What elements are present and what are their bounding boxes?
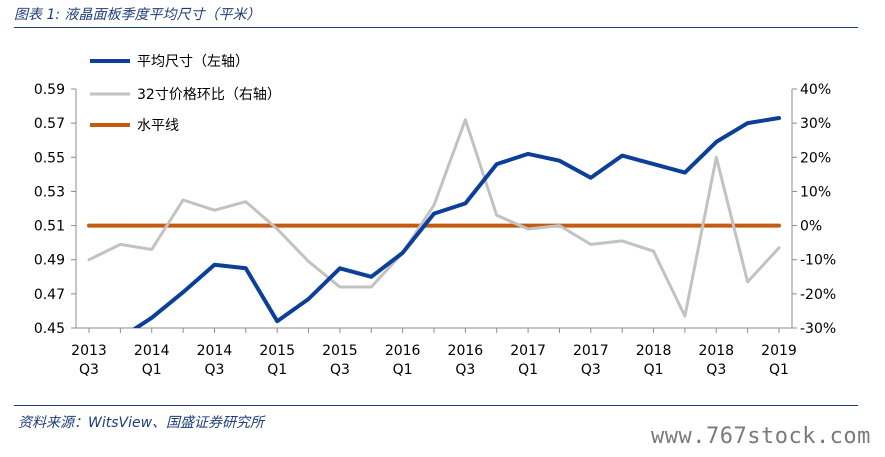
x-tick-year: 2016 — [448, 343, 484, 359]
legend-label-0: 平均尺寸（左轴） — [137, 54, 249, 70]
source-note: 资料来源：WitsView、国盛证券研究所 — [18, 415, 265, 431]
legend-label-2: 水平线 — [137, 118, 179, 134]
caption-rule — [14, 27, 858, 28]
x-tick-year: 2017 — [510, 343, 546, 359]
x-tick-quarter: Q3 — [79, 362, 99, 378]
left-tick-label: 0.51 — [34, 219, 65, 235]
left-tick-label: 0.45 — [34, 321, 65, 337]
x-tick-year: 2015 — [259, 343, 295, 359]
right-tick-label: 10% — [800, 184, 831, 200]
x-tick-quarter: Q3 — [581, 362, 601, 378]
x-tick-year: 2018 — [698, 343, 734, 359]
series-line-1 — [87, 118, 781, 318]
left-tick-label: 0.57 — [34, 116, 65, 132]
right-tick-label: 20% — [800, 150, 831, 166]
right-tick-label: 30% — [800, 116, 831, 132]
x-tick-quarter: Q3 — [706, 362, 726, 378]
x-tick-quarter: Q1 — [644, 362, 664, 378]
figure-caption: 图表 1: 液晶面板季度平均尺寸（平米） — [14, 7, 261, 23]
left-tick-label: 0.55 — [34, 150, 65, 166]
right-tick-label: 40% — [800, 82, 831, 98]
x-tick-year: 2017 — [573, 343, 609, 359]
x-tick-year: 2015 — [322, 343, 358, 359]
x-tick-quarter: Q1 — [769, 362, 789, 378]
series-line-0 — [132, 116, 781, 328]
x-tick-year: 2018 — [636, 343, 672, 359]
right-tick-label: -10% — [800, 253, 836, 269]
left-tick-label: 0.49 — [34, 253, 65, 269]
left-tick-label: 0.53 — [34, 184, 65, 200]
left-tick-label: 0.59 — [34, 82, 65, 98]
x-tick-year: 2013 — [71, 343, 107, 359]
legend-label-1: 32寸价格环比（右轴） — [137, 87, 281, 103]
x-tick-quarter: Q1 — [518, 362, 538, 378]
source-rule — [14, 405, 858, 406]
x-tick-quarter: Q3 — [455, 362, 475, 378]
x-tick-year: 2019 — [761, 343, 797, 359]
x-tick-quarter: Q3 — [204, 362, 224, 378]
x-tick-quarter: Q1 — [142, 362, 162, 378]
x-tick-year: 2016 — [385, 343, 421, 359]
right-tick-label: -20% — [800, 287, 836, 303]
right-tick-label: 0% — [800, 219, 822, 235]
x-tick-quarter: Q1 — [393, 362, 413, 378]
x-tick-quarter: Q3 — [330, 362, 350, 378]
x-tick-quarter: Q1 — [267, 362, 287, 378]
right-tick-label: -30% — [800, 321, 836, 337]
x-tick-year: 2014 — [197, 343, 233, 359]
x-tick-year: 2014 — [134, 343, 170, 359]
watermark: www.767stock.com — [651, 424, 871, 449]
left-tick-label: 0.47 — [34, 287, 65, 303]
